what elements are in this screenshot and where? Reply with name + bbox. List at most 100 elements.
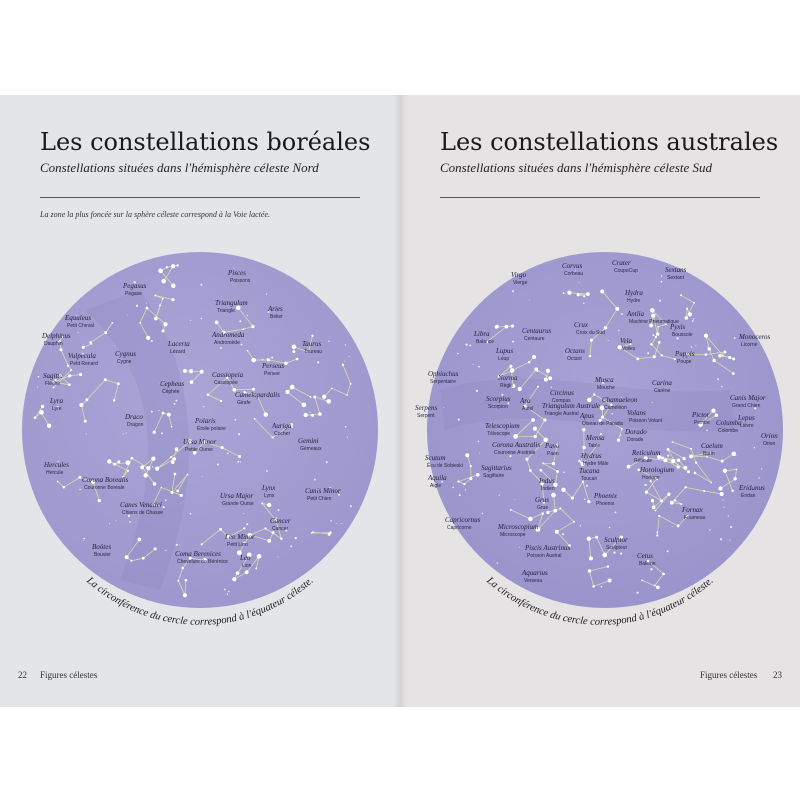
star bbox=[292, 350, 296, 354]
star bbox=[52, 386, 55, 389]
star bbox=[543, 437, 548, 443]
star bbox=[653, 584, 656, 587]
faint-star bbox=[722, 499, 724, 501]
constellation-name: Perseus bbox=[261, 362, 284, 370]
star bbox=[656, 585, 660, 590]
star bbox=[722, 468, 728, 473]
star bbox=[651, 505, 656, 510]
star bbox=[171, 264, 176, 269]
star bbox=[532, 426, 537, 431]
constellation-french-name: Dragon bbox=[127, 422, 144, 428]
star bbox=[113, 462, 116, 466]
star bbox=[660, 354, 663, 357]
faint-star bbox=[566, 353, 568, 355]
star bbox=[152, 430, 156, 434]
faint-star bbox=[201, 476, 203, 478]
faint-star bbox=[510, 349, 512, 351]
star bbox=[322, 394, 327, 399]
star bbox=[312, 531, 314, 533]
constellation-name: Draco bbox=[124, 413, 143, 421]
star bbox=[33, 416, 37, 419]
faint-star bbox=[579, 525, 582, 527]
star bbox=[151, 503, 155, 507]
star bbox=[504, 324, 509, 329]
star bbox=[124, 555, 129, 560]
star bbox=[263, 412, 269, 417]
constellation-name: Lepus bbox=[737, 414, 755, 422]
star bbox=[267, 539, 272, 543]
faint-star bbox=[335, 522, 337, 524]
star bbox=[266, 358, 270, 362]
star bbox=[253, 417, 256, 420]
star bbox=[670, 459, 676, 464]
faint-star bbox=[477, 440, 479, 443]
constellation-name: Lacerta bbox=[167, 340, 190, 348]
constellation-french-name: Poisson Volant bbox=[629, 418, 663, 424]
constellation-french-name: Étoile polaire bbox=[197, 425, 226, 432]
constellation-french-name: Centaure bbox=[524, 336, 545, 342]
star bbox=[246, 552, 252, 558]
faint-star bbox=[441, 480, 444, 483]
star bbox=[91, 480, 96, 484]
star bbox=[202, 439, 207, 445]
constellation-line bbox=[705, 335, 734, 374]
faint-star bbox=[165, 549, 167, 552]
star bbox=[469, 477, 473, 481]
faint-star bbox=[269, 503, 271, 505]
star bbox=[232, 387, 237, 392]
star bbox=[616, 438, 621, 442]
faint-star bbox=[676, 337, 679, 340]
star bbox=[202, 558, 207, 563]
faint-star bbox=[246, 314, 248, 316]
constellation-french-name: Couronne Boréale bbox=[84, 485, 125, 491]
star bbox=[650, 499, 655, 503]
faint-star bbox=[735, 455, 737, 457]
faint-star bbox=[599, 433, 602, 436]
faint-star bbox=[667, 454, 670, 457]
star bbox=[720, 459, 724, 463]
right-page: Les constellations australes Constellati… bbox=[400, 95, 800, 707]
star bbox=[619, 535, 623, 539]
constellation-french-name: Paon bbox=[547, 451, 559, 457]
constellation-line bbox=[194, 441, 240, 457]
constellation-french-name: Scorpion bbox=[488, 404, 508, 410]
constellation-french-name: Fourneau bbox=[684, 515, 706, 521]
faint-star bbox=[240, 461, 242, 463]
star bbox=[349, 382, 352, 385]
faint-star bbox=[228, 590, 230, 593]
faint-star bbox=[692, 318, 695, 320]
constellation-french-name: CoupeCup bbox=[614, 268, 638, 274]
faint-star bbox=[562, 533, 565, 536]
star bbox=[192, 451, 197, 455]
star bbox=[290, 423, 293, 427]
star bbox=[81, 345, 85, 349]
faint-star bbox=[57, 460, 59, 462]
star bbox=[511, 383, 516, 389]
star bbox=[145, 306, 149, 310]
star bbox=[346, 394, 348, 396]
faint-star bbox=[733, 337, 736, 339]
constellation-name: Aries bbox=[267, 305, 283, 313]
constellation-line bbox=[514, 386, 546, 437]
star bbox=[509, 368, 515, 373]
constellation-name: Antlia bbox=[626, 310, 645, 318]
star bbox=[160, 486, 163, 489]
star bbox=[154, 294, 157, 297]
faint-star bbox=[243, 512, 245, 515]
star bbox=[654, 509, 657, 512]
star bbox=[186, 473, 189, 476]
star bbox=[158, 268, 163, 274]
star bbox=[280, 537, 283, 540]
constellation-name: Scutum bbox=[425, 454, 446, 462]
constellation-name: Polaris bbox=[194, 417, 216, 425]
constellation-french-name: Serpent bbox=[417, 413, 435, 419]
star bbox=[130, 559, 133, 562]
star bbox=[546, 510, 550, 515]
faint-star bbox=[164, 499, 167, 502]
star bbox=[130, 456, 134, 460]
faint-star bbox=[496, 562, 499, 564]
star bbox=[187, 439, 193, 444]
faint-star bbox=[512, 340, 515, 343]
star bbox=[267, 502, 272, 508]
